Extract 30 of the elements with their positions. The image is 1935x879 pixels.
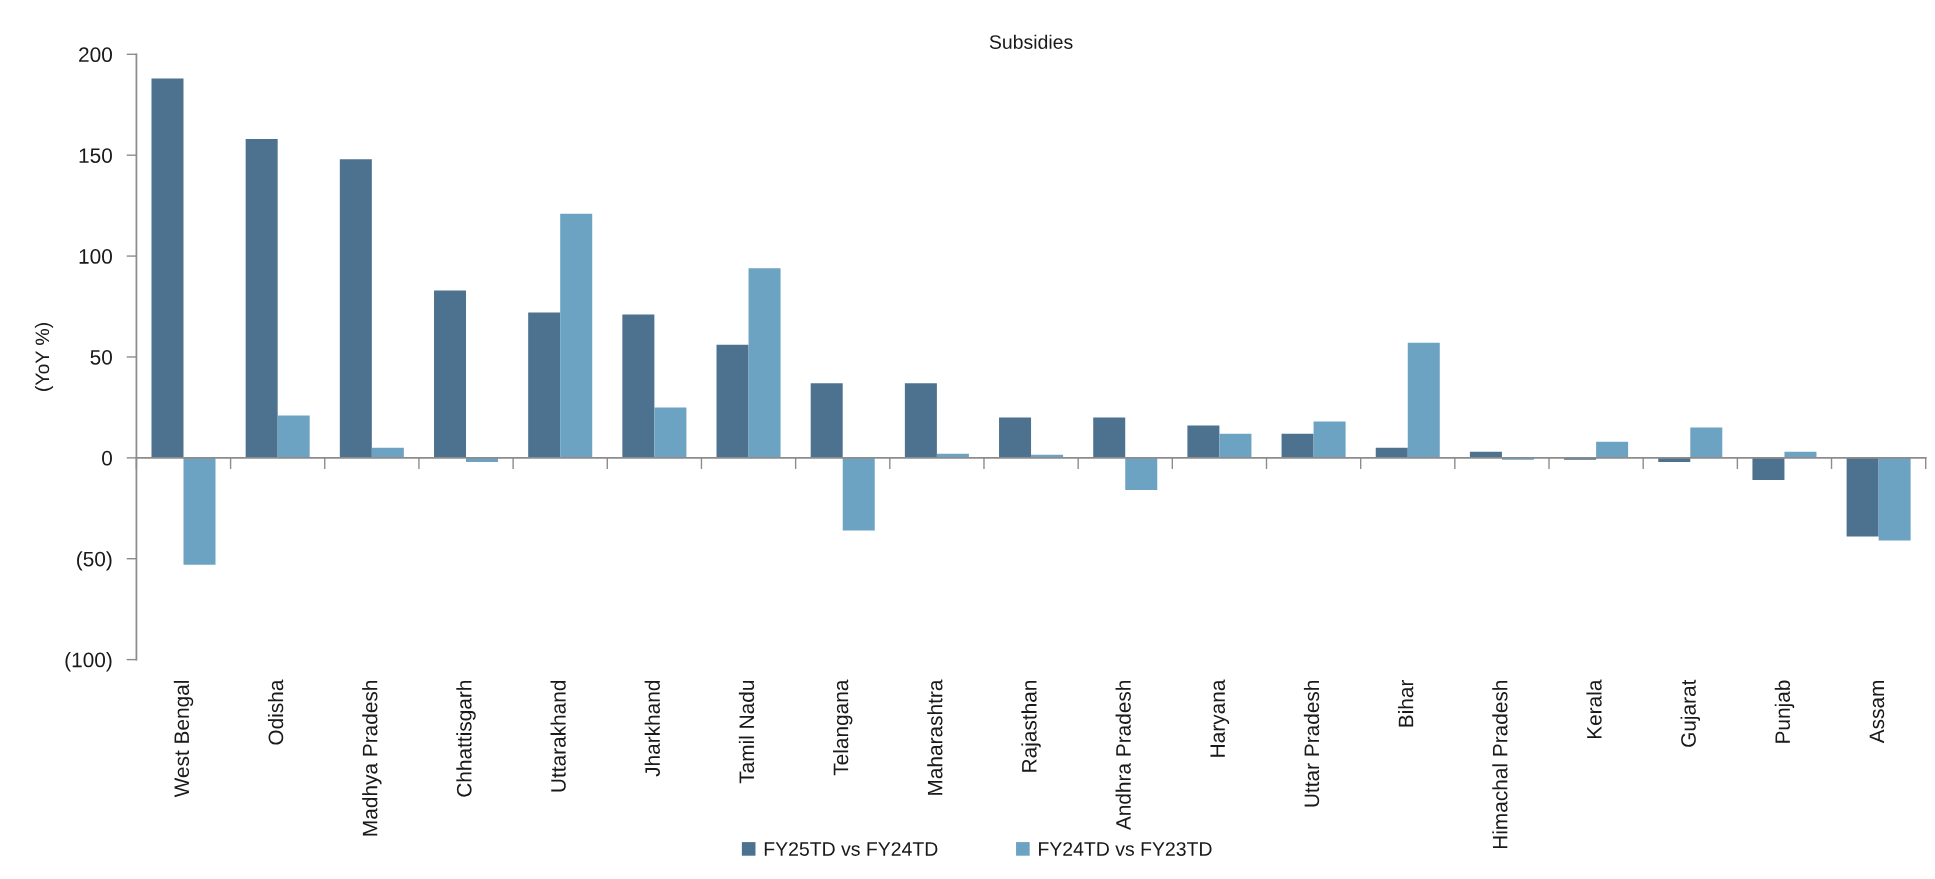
y-tick-label: 100	[79, 249, 112, 264]
x-tick-label: Punjab	[1774, 680, 1795, 743]
y-tick-label: (50)	[77, 551, 112, 571]
y-tick-label: (100)	[65, 652, 112, 672]
legend-label: FY24TD vs FY23TD	[1039, 842, 1212, 856]
y-tick-label: 150	[79, 148, 112, 163]
x-tick-label: Himachal Pradesh	[1492, 680, 1508, 849]
y-tick-label: 200	[79, 47, 112, 63]
x-tick-label: Assam	[1869, 680, 1885, 744]
y-tick-label: 50	[90, 349, 112, 365]
x-tick-label: Andhra Pradesh	[1115, 680, 1131, 831]
x-tick-label: Uttarakhand	[550, 680, 566, 792]
x-tick-label: Kerala	[1586, 679, 1602, 739]
legend-label: FY25TD vs FY24TD	[764, 842, 938, 856]
x-tick-label: Chhattisgarh	[456, 680, 476, 797]
x-tick-label: Bihar	[1398, 679, 1414, 727]
x-tick-label: Tamil Nadu	[738, 680, 755, 784]
x-tick-label: Odisha	[267, 679, 284, 745]
x-tick-label: Rajasthan	[1021, 680, 1041, 772]
x-tick-label: Telangana	[833, 679, 853, 776]
x-tick-label: Haryana	[1210, 679, 1230, 757]
x-tick-label: West Bengal	[173, 680, 194, 798]
x-tick-label: Uttar Pradesh	[1303, 680, 1320, 807]
x-tick-label: Jharkhand	[644, 680, 660, 777]
x-tick-label: Gujarat	[1680, 679, 1700, 747]
x-tick-label: Maharashtra	[927, 679, 943, 795]
chart-title: Subsidies	[989, 34, 1073, 49]
y-tick-label: 0	[102, 450, 112, 466]
y-axis-title: (YoY %)	[34, 323, 54, 391]
x-tick-label: Madhya Pradesh	[362, 680, 382, 836]
